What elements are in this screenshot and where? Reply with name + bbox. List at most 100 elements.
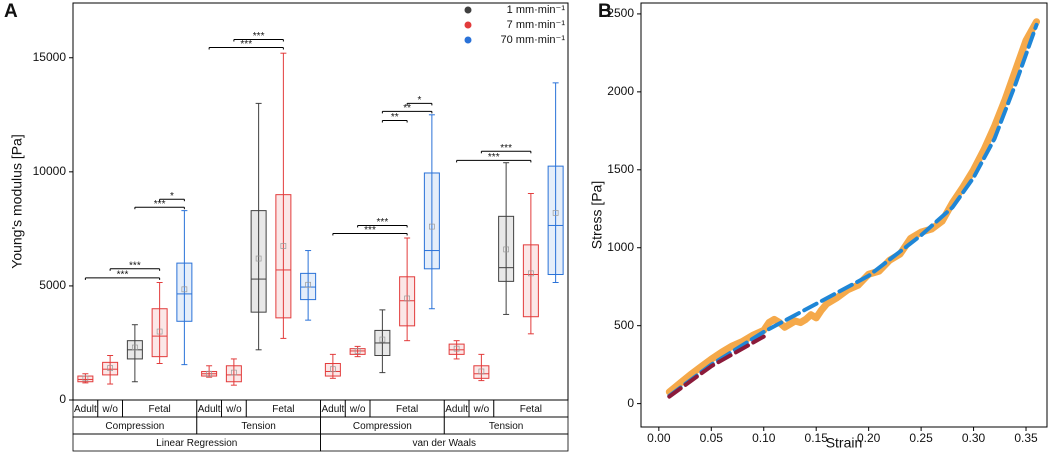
box [300, 272, 317, 301]
mean [82, 375, 89, 382]
y-tick-label: 1500 [607, 162, 634, 176]
significance: * [170, 191, 174, 202]
y-tick-label: 2000 [607, 84, 634, 98]
plot-frame [640, 2, 1048, 428]
mean [503, 246, 509, 253]
x-tick-label: 0.30 [962, 431, 986, 445]
box [151, 308, 168, 358]
mean [132, 344, 138, 351]
significance: *** [154, 199, 166, 210]
legend-label: 70 mm·min⁻¹ [501, 34, 566, 46]
legend-marker [464, 36, 472, 44]
mean [453, 345, 460, 352]
category-label: Fetal [520, 404, 542, 415]
category-label: van der Waals [412, 438, 476, 449]
significance: ** [391, 112, 399, 123]
mean [206, 370, 212, 377]
x-tick-label: 0.10 [752, 431, 776, 445]
legend-marker [464, 21, 472, 29]
significance: *** [129, 260, 141, 271]
category-label: w/o [101, 404, 118, 415]
category-label: Tension [241, 421, 275, 432]
mean [404, 295, 410, 302]
legend-label: 7 mm·min⁻¹ [507, 19, 566, 31]
mean [552, 210, 559, 216]
significance: ** [403, 103, 411, 114]
y-tick-label: 500 [614, 318, 634, 332]
mean [156, 328, 163, 335]
y-tick-label: 2500 [607, 6, 634, 20]
y-tick-label: 0 [627, 396, 634, 410]
box [473, 365, 490, 379]
y-tick-label: 10000 [33, 164, 67, 178]
y-tick-label: 15000 [33, 50, 67, 64]
fit-line [667, 334, 766, 399]
category-label: Tension [489, 421, 523, 432]
category-label: Compression [353, 421, 412, 432]
category-label: Compression [105, 421, 164, 432]
box [275, 194, 292, 319]
category-label: Adult [445, 404, 468, 415]
category-cell [320, 433, 569, 452]
mean [255, 255, 262, 262]
box [102, 361, 119, 376]
category-label: Fetal [149, 404, 171, 415]
mean [181, 286, 188, 293]
significance: * [418, 95, 422, 106]
box [250, 210, 267, 313]
x-tick-label: 0.20 [857, 431, 881, 445]
category-label: Adult [74, 404, 97, 415]
category-label: w/o [225, 404, 242, 415]
category-label: w/o [473, 404, 490, 415]
box [176, 262, 193, 322]
box [448, 343, 465, 355]
x-tick-label: 0.05 [700, 431, 724, 445]
x-tick-label: 0.25 [909, 431, 933, 445]
box [522, 244, 539, 318]
fit-line [667, 22, 1039, 398]
mean [280, 243, 287, 249]
category-label: Linear Regression [156, 438, 237, 449]
mean [305, 281, 311, 288]
x-tick-label: 0.35 [1014, 431, 1038, 445]
mean [478, 368, 485, 375]
box [399, 276, 416, 327]
box [423, 172, 440, 270]
box [547, 165, 564, 276]
panel-label: A [4, 1, 18, 22]
significance: *** [240, 39, 252, 50]
x-axis-label: Strain [826, 435, 863, 451]
x-tick-label: 0.15 [805, 431, 829, 445]
y-axis-label: Stress [Pa] [589, 181, 605, 249]
x-tick-label: 0.00 [647, 431, 671, 445]
significance: *** [488, 152, 500, 163]
box [225, 365, 242, 383]
significance: *** [253, 31, 265, 42]
data-line [665, 18, 1041, 396]
category-label: Fetal [396, 404, 418, 415]
mean [107, 365, 113, 371]
panel-label: B [598, 1, 612, 22]
category-label: Adult [321, 404, 344, 415]
category-label: Fetal [272, 404, 294, 415]
y-tick-label: 5000 [39, 278, 66, 292]
box [324, 362, 341, 377]
y-tick-label: 0 [59, 392, 66, 406]
mean [330, 366, 336, 373]
significance: *** [377, 217, 389, 228]
legend-marker [464, 6, 472, 14]
plot-frame [72, 2, 569, 401]
mean [354, 348, 361, 354]
mean [379, 336, 386, 343]
significance: *** [117, 270, 129, 281]
y-tick-label: 1000 [607, 240, 634, 254]
box [498, 215, 515, 282]
category-label: Adult [198, 404, 221, 415]
significance: *** [364, 225, 376, 236]
significance: *** [500, 143, 512, 154]
legend-label: 1 mm·min⁻¹ [507, 4, 566, 16]
y-axis-label: Young's modulus [Pa] [9, 134, 25, 268]
mean [528, 270, 534, 277]
mean [429, 223, 435, 230]
